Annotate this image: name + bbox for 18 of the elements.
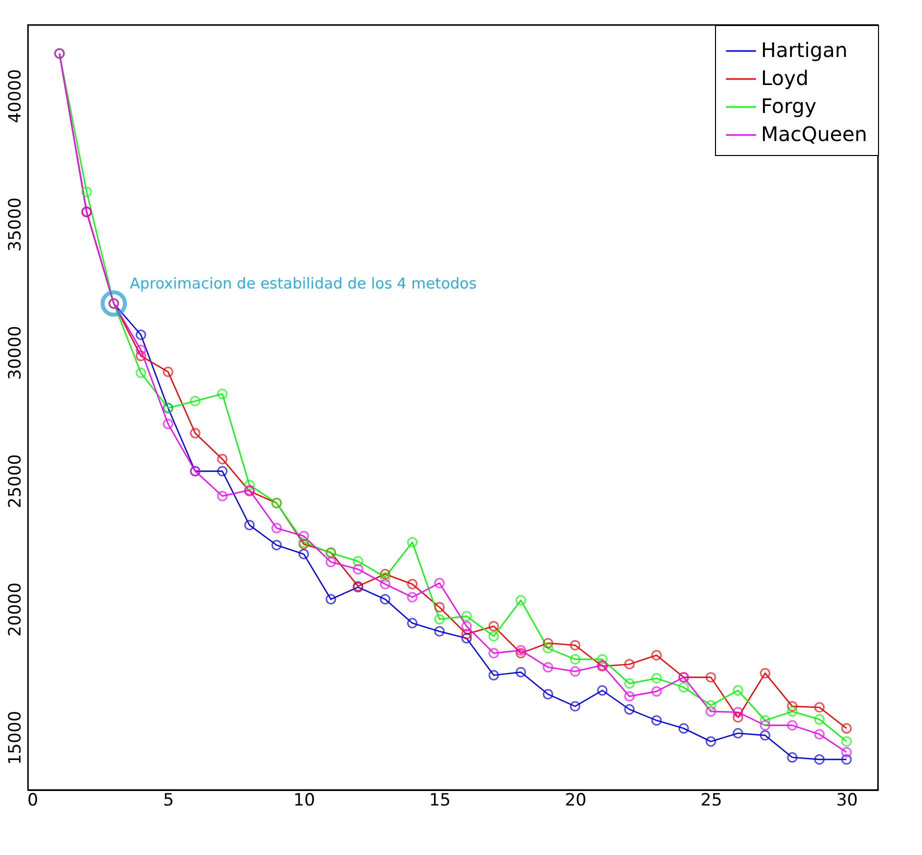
annotation: Aproximacion de estabilidad de los 4 metodos <box>130 274 477 293</box>
legend-label: Loyd <box>761 66 809 90</box>
y-tick-label: 40000 <box>6 69 26 124</box>
x-tick-label: 10 <box>293 790 316 810</box>
y-tick-label: 20000 <box>6 582 26 637</box>
legend-label: MacQueen <box>761 122 868 146</box>
x-tick-label: 25 <box>700 790 722 810</box>
x-tick-label: 0 <box>27 790 38 810</box>
x-tick-label: 30 <box>836 790 858 810</box>
x-tick-label: 15 <box>429 790 451 810</box>
legend-label: Hartigan <box>761 38 848 62</box>
y-tick-label: 35000 <box>6 197 26 252</box>
y-tick-label: 30000 <box>6 326 26 380</box>
y-tick-label: 25000 <box>6 454 26 508</box>
y-tick-label: 15000 <box>6 710 26 765</box>
legend-label: Forgy <box>761 94 817 118</box>
x-tick-label: 20 <box>564 790 586 810</box>
x-tick-label: 5 <box>163 790 174 810</box>
